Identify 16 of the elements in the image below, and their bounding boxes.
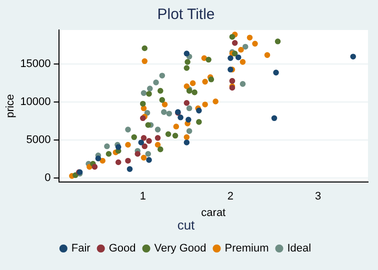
legend-label: Fair (71, 242, 91, 255)
y-tick-label: 0 (44, 172, 51, 184)
x-tick-label: 1 (140, 190, 146, 203)
legend-label: Very Good (154, 242, 206, 255)
legend-label: Good (108, 242, 136, 255)
x-axis-title: carat (201, 206, 226, 219)
x-tick-label: 3 (315, 190, 322, 203)
chart-title: Plot Title (157, 6, 215, 24)
legend-label: Premium (224, 242, 269, 255)
x-tick-label: 2 (227, 190, 234, 203)
y-tick-label: 5000 (26, 134, 51, 146)
y-tick-label: 15000 (20, 58, 51, 70)
legend-label: Ideal (287, 242, 312, 255)
y-axis-title: price (4, 94, 17, 118)
y-tick-label: 10000 (20, 96, 51, 108)
legend-title: cut (177, 217, 196, 232)
